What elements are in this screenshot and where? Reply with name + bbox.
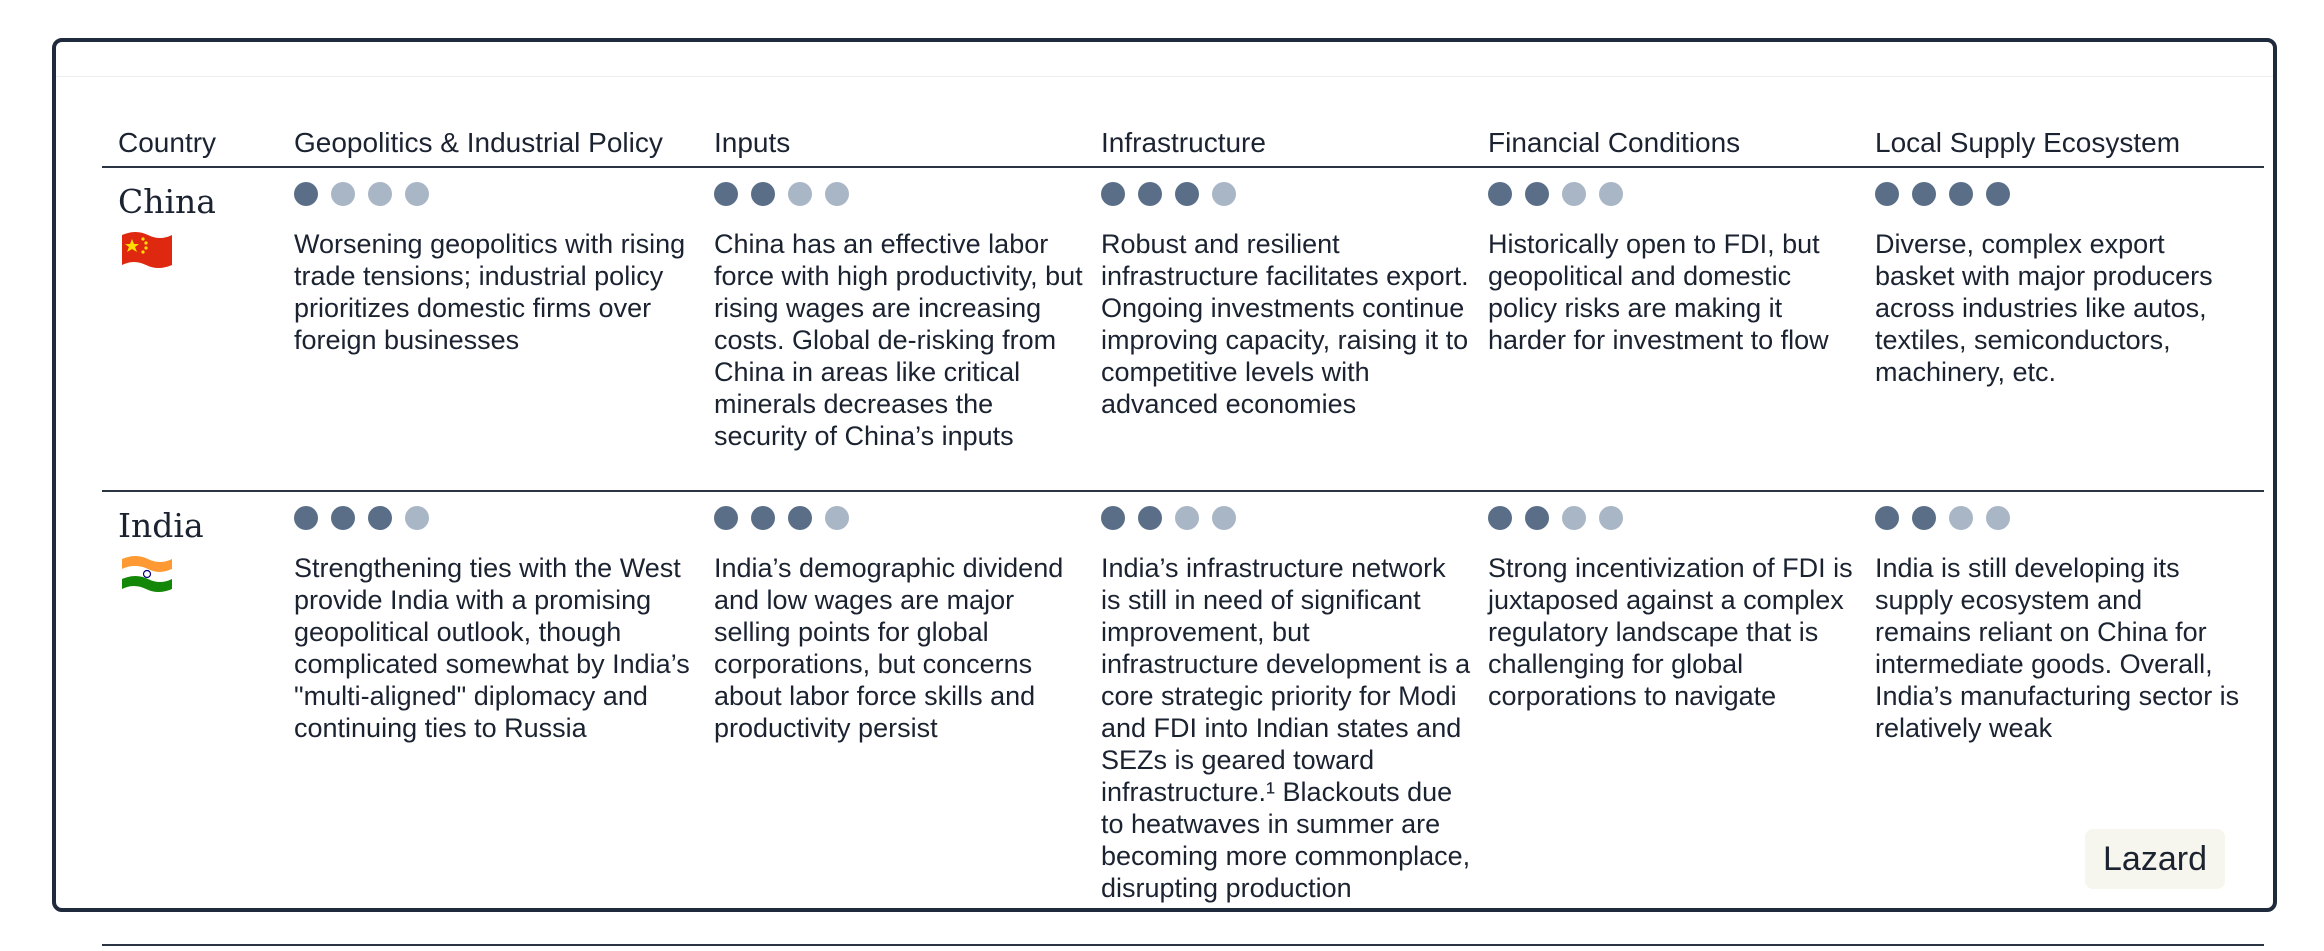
table-header-row: Country Geopolitics & Industrial Policy …: [102, 82, 2264, 168]
rating-dots: [294, 506, 704, 530]
rating-dot-filled: [1986, 182, 2010, 206]
rating-dot-filled: [1138, 506, 1162, 530]
rating-dots: [1101, 182, 1471, 206]
header-infrastructure: Infrastructure: [1101, 127, 1266, 158]
rating-dot-filled: [1175, 182, 1199, 206]
country-name: India: [118, 506, 204, 545]
cell-text: Strong incentivization of FDI is juxtapo…: [1488, 553, 1853, 711]
rating-dot-filled: [714, 506, 738, 530]
rating-dot-filled: [294, 506, 318, 530]
rating-dot-filled: [788, 506, 812, 530]
rating-dot-filled: [1525, 506, 1549, 530]
rating-dot-filled: [1912, 506, 1936, 530]
rating-dots: [1101, 506, 1471, 530]
table-row: China Worsening geopolitics with rising …: [102, 168, 2264, 492]
rating-dot-empty: [1986, 506, 2010, 530]
cell-local-supply: India is still developing its supply eco…: [1875, 506, 2245, 744]
rating-dot-filled: [714, 182, 738, 206]
rating-dot-filled: [1101, 506, 1125, 530]
rating-dot-filled: [1949, 182, 1973, 206]
rating-dot-empty: [1599, 182, 1623, 206]
rating-dot-empty: [1212, 182, 1236, 206]
rating-dot-filled: [1488, 182, 1512, 206]
cell-text: China has an effective labor force with …: [714, 229, 1083, 451]
rating-dot-filled: [368, 506, 392, 530]
rating-dots: [1875, 182, 2245, 206]
rating-dot-filled: [751, 182, 775, 206]
cell-financial-conditions: Historically open to FDI, but geopolitic…: [1488, 182, 1858, 356]
comparison-table-card: Country Geopolitics & Industrial Policy …: [52, 38, 2277, 946]
china-flag-icon: [122, 232, 172, 268]
rating-dots: [1488, 182, 1858, 206]
rating-dot-empty: [788, 182, 812, 206]
rating-dot-empty: [368, 182, 392, 206]
rating-dot-filled: [1875, 506, 1899, 530]
cell-text: India’s demographic dividend and low wag…: [714, 553, 1064, 743]
cell-text: Strengthening ties with the West provide…: [294, 553, 690, 743]
country-cell: China: [118, 182, 216, 271]
rating-dot-filled: [1488, 506, 1512, 530]
rating-dot-empty: [1599, 506, 1623, 530]
divider: [56, 76, 2273, 77]
rating-dot-empty: [825, 506, 849, 530]
rating-dot-empty: [405, 506, 429, 530]
rating-dot-empty: [1562, 506, 1586, 530]
cell-text: Worsening geopolitics with rising trade …: [294, 229, 686, 355]
lazard-badge: Lazard: [2085, 829, 2225, 889]
cell-text: Historically open to FDI, but geopolitic…: [1488, 229, 1829, 355]
rating-dots: [714, 182, 1084, 206]
rating-dot-empty: [331, 182, 355, 206]
cell-text: Diverse, complex export basket with majo…: [1875, 229, 2213, 387]
cell-infrastructure: Robust and resilient infrastructure faci…: [1101, 182, 1471, 420]
india-flag-icon: [122, 556, 172, 592]
header-financial-conditions: Financial Conditions: [1488, 127, 1741, 158]
rating-dot-filled: [1912, 182, 1936, 206]
header-inputs: Inputs: [714, 127, 791, 158]
table-row: India Strengthening ties with the West p…: [102, 492, 2264, 946]
cell-infrastructure: India’s infrastructure network is still …: [1101, 506, 1471, 904]
rating-dot-empty: [1562, 182, 1586, 206]
rating-dots: [1875, 506, 2245, 530]
cell-inputs: China has an effective labor force with …: [714, 182, 1084, 452]
country-cell: India: [118, 506, 204, 595]
header-country: Country: [118, 127, 217, 158]
rating-dot-filled: [331, 506, 355, 530]
cell-local-supply: Diverse, complex export basket with majo…: [1875, 182, 2245, 388]
cell-geopolitics: Worsening geopolitics with rising trade …: [294, 182, 704, 356]
header-geopolitics: Geopolitics & Industrial Policy: [294, 127, 663, 158]
country-comparison-table: Country Geopolitics & Industrial Policy …: [102, 82, 2264, 946]
rating-dot-empty: [1212, 506, 1236, 530]
cell-inputs: India’s demographic dividend and low wag…: [714, 506, 1084, 744]
rating-dots: [294, 182, 704, 206]
rating-dot-filled: [1525, 182, 1549, 206]
rating-dots: [714, 506, 1084, 530]
rating-dot-empty: [1175, 506, 1199, 530]
rating-dots: [1488, 506, 1858, 530]
rating-dot-filled: [751, 506, 775, 530]
rating-dot-filled: [1138, 182, 1162, 206]
header-local-supply-ecosystem: Local Supply Ecosystem: [1875, 127, 2181, 158]
rating-dot-filled: [1875, 182, 1899, 206]
cell-geopolitics: Strengthening ties with the West provide…: [294, 506, 704, 744]
rating-dot-empty: [1949, 506, 1973, 530]
rating-dot-filled: [1101, 182, 1125, 206]
cell-financial-conditions: Strong incentivization of FDI is juxtapo…: [1488, 506, 1858, 712]
rating-dot-filled: [294, 182, 318, 206]
cell-text: Robust and resilient infrastructure faci…: [1101, 229, 1469, 419]
cell-text: India is still developing its supply eco…: [1875, 553, 2240, 743]
cell-text: India’s infrastructure network is still …: [1101, 553, 1471, 903]
country-name: China: [118, 182, 216, 221]
rating-dot-empty: [405, 182, 429, 206]
rating-dot-empty: [825, 182, 849, 206]
